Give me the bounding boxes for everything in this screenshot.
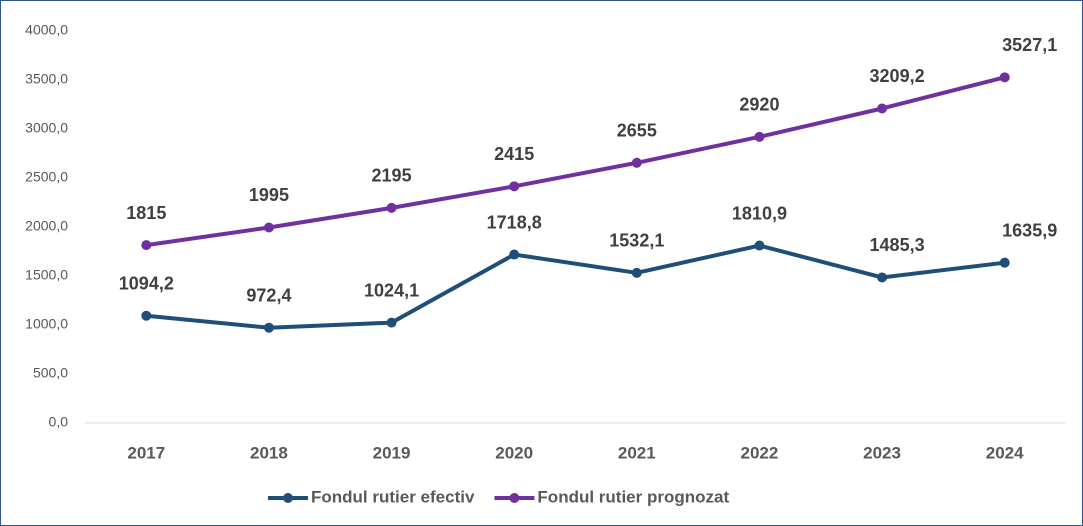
legend-marker (283, 493, 293, 503)
y-tick-label: 2500,0 (25, 169, 68, 185)
data-label: 1024,1 (364, 280, 419, 300)
legend-label: Fondul rutier efectiv (311, 487, 475, 506)
legend-marker (509, 493, 520, 503)
x-tick-label: 2023 (863, 443, 901, 462)
y-tick-label: 2000,0 (25, 218, 68, 234)
data-point (877, 272, 888, 283)
data-point (263, 222, 274, 233)
data-point (631, 157, 642, 168)
data-label: 2415 (494, 144, 534, 164)
data-label: 1094,2 (119, 274, 174, 294)
data-label: 1995 (249, 185, 289, 205)
x-tick-label: 2024 (986, 443, 1024, 462)
data-point (141, 240, 152, 251)
y-tick-label: 3500,0 (25, 71, 68, 87)
x-tick-label: 2017 (127, 443, 165, 462)
data-point (263, 322, 274, 333)
data-label: 1810,9 (732, 203, 787, 223)
data-point (999, 72, 1010, 83)
data-label: 3527,1 (1002, 35, 1057, 55)
data-point (386, 202, 397, 213)
data-label: 2920 (739, 95, 779, 115)
data-label: 1532,1 (609, 231, 664, 251)
data-label: 2195 (372, 166, 412, 186)
y-tick-label: 1000,0 (25, 316, 68, 332)
x-tick-label: 2018 (250, 443, 288, 462)
x-tick-label: 2020 (495, 443, 533, 462)
data-point (754, 131, 765, 142)
x-tick-label: 2022 (741, 443, 779, 462)
data-label: 1485,3 (870, 235, 925, 255)
data-point (509, 181, 520, 192)
data-label: 3209,2 (870, 66, 925, 86)
data-label: 1635,9 (1002, 220, 1057, 240)
y-tick-label: 1500,0 (25, 267, 68, 283)
data-label: 1815 (126, 203, 166, 223)
series-line (146, 243, 1005, 330)
data-point (631, 267, 642, 278)
data-point (509, 249, 520, 260)
x-tick-label: 2019 (373, 443, 411, 462)
data-point (877, 103, 888, 114)
data-label: 972,4 (246, 285, 291, 305)
series-line (146, 75, 1006, 248)
data-label: 2655 (617, 121, 657, 141)
data-point (141, 310, 152, 321)
y-tick-label: 3000,0 (25, 120, 68, 136)
data-point (386, 317, 397, 328)
legend-label: Fondul rutier prognozat (537, 487, 729, 506)
x-tick-label: 2021 (618, 443, 656, 462)
y-tick-label: 500,0 (33, 365, 68, 381)
data-label: 1718,8 (487, 212, 542, 232)
y-tick-label: 0,0 (49, 414, 69, 430)
data-point (999, 257, 1010, 268)
data-point (754, 240, 765, 251)
y-tick-label: 4000,0 (25, 22, 68, 38)
